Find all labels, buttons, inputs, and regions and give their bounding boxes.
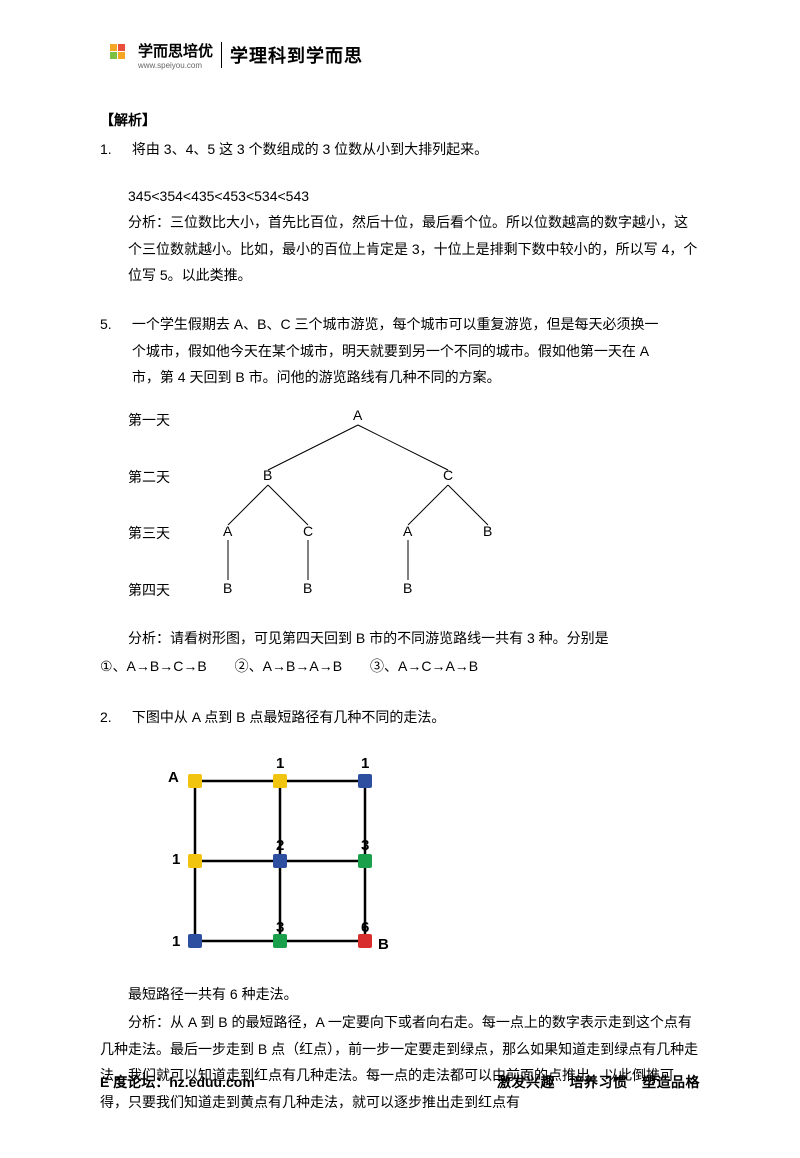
dot-top-mid <box>273 774 287 788</box>
q2-conclusion: 最短路径一共有 6 种走法。 <box>100 981 700 1008</box>
node-l2a: B <box>263 467 272 483</box>
grid-label-B: B <box>378 936 389 953</box>
logo-block: 学而思培优 www.speiyou.com <box>110 40 213 70</box>
node-l4a: B <box>223 580 232 596</box>
dot-bot-mid <box>273 934 287 948</box>
dot-bot-left <box>188 934 202 948</box>
node-l4c: B <box>403 580 412 596</box>
day4-label: 第四天 <box>128 580 170 600</box>
dot-mid-mid <box>273 854 287 868</box>
grid-n-mid2: 3 <box>361 837 369 854</box>
question-5: 5. 一个学生假期去 A、B、C 三个城市游览，每个城市可以重复游览，但是每天必… <box>100 311 700 391</box>
tagline: 学理科到学而思 <box>230 42 363 68</box>
dot-top-right <box>358 774 372 788</box>
node-l3b: C <box>303 523 313 539</box>
node-l2b: C <box>443 467 453 483</box>
q1-answer: 345<354<435<453<534<543 <box>128 183 700 210</box>
grid-n-top2: 1 <box>361 755 369 772</box>
logo-icon <box>110 44 132 66</box>
q5-number: 5. <box>100 311 128 338</box>
node-l3a: A <box>223 523 232 539</box>
q1-analysis-text: 分析：三位数比大小，首先比百位，然后十位，最后看个位。所以位数越高的数字越小，这… <box>100 209 700 289</box>
day3-label: 第三天 <box>128 523 170 543</box>
header-divider <box>221 42 222 68</box>
brand-name: 学而思培优 <box>138 40 213 61</box>
q2-number: 2. <box>100 704 128 731</box>
grid-n-bot0: 1 <box>172 933 180 950</box>
q2-text: 下图中从 A 点到 B 点最短路径有几种不同的走法。 <box>132 704 692 731</box>
q2-analysis: 分析：从 A 到 B 的最短路径，A 一定要向下或者向右走。每一点上的数字表示走… <box>100 1009 700 1115</box>
day2-label: 第二天 <box>128 467 170 487</box>
dot-mid-right <box>358 854 372 868</box>
grid-diagram: A B 1 1 1 2 3 1 3 6 <box>140 741 400 971</box>
grid-n-mid0: 1 <box>172 851 180 868</box>
dot-mid-left <box>188 854 202 868</box>
dot-B <box>358 934 372 948</box>
node-root: A <box>353 407 362 423</box>
brand-text: 学而思培优 www.speiyou.com <box>138 40 213 70</box>
grid-n-mid1: 2 <box>276 837 284 854</box>
node-l4b: B <box>303 580 312 596</box>
footer: E 度论坛：hz.eduu.com 激发兴趣 培养习惯 塑造品格 <box>100 1072 700 1092</box>
day1-label: 第一天 <box>128 410 170 430</box>
question-2: 2. 下图中从 A 点到 B 点最短路径有几种不同的走法。 <box>100 704 700 731</box>
page: 学而思培优 www.speiyou.com 学理科到学而思 【解析】 1. 将由… <box>0 0 800 1158</box>
node-l3d: B <box>483 523 492 539</box>
section-title: 【解析】 <box>100 110 700 130</box>
q5-analysis-l2: ①、A→B→C→B ②、A→B→A→B ③、A→C→A→B <box>100 653 700 680</box>
grid-n-bot1: 3 <box>276 919 284 936</box>
tree-diagram: 第一天 第二天 第三天 第四天 A B C A C A B B B B <box>128 405 628 615</box>
q1-analysis: 分析：三位数比大小，首先比百位，然后十位，最后看个位。所以位数越高的数字越小，这… <box>100 209 700 289</box>
grid-n-top1: 1 <box>276 755 284 772</box>
q2-analysis-text: 分析：从 A 到 B 的最短路径，A 一定要向下或者向右走。每一点上的数字表示走… <box>100 1014 698 1110</box>
q1-number: 1. <box>100 136 128 163</box>
dot-A <box>188 774 202 788</box>
footer-left: E 度论坛：hz.eduu.com <box>100 1072 255 1092</box>
grid-n-bot2: 6 <box>361 919 369 936</box>
grid-label-A: A <box>168 769 179 786</box>
q1-text: 将由 3、4、5 这 3 个数组成的 3 位数从小到大排列起来。 <box>132 136 692 163</box>
node-l3c: A <box>403 523 412 539</box>
brand-url: www.speiyou.com <box>138 61 213 70</box>
question-1: 1. 将由 3、4、5 这 3 个数组成的 3 位数从小到大排列起来。 <box>100 136 700 163</box>
header: 学而思培优 www.speiyou.com 学理科到学而思 <box>100 40 700 70</box>
q5-text: 一个学生假期去 A、B、C 三个城市游览，每个城市可以重复游览，但是每天必须换一… <box>132 311 672 391</box>
footer-right: 激发兴趣 培养习惯 塑造品格 <box>497 1072 700 1092</box>
tree-lines <box>128 405 628 615</box>
q5-analysis-l1: 分析：请看树形图，可见第四天回到 B 市的不同游览路线一共有 3 种。分别是 <box>100 625 700 652</box>
